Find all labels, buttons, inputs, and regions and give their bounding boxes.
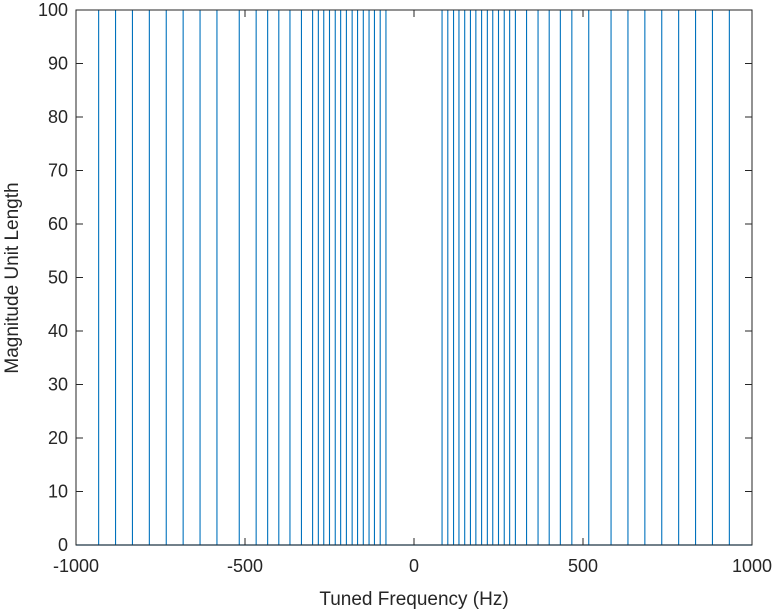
y-tick-label: 20 (48, 428, 68, 448)
x-tick-label: -500 (227, 556, 263, 576)
ticks-layer: -1000 -500 0 500 1000 0 10 20 30 40 50 60 70 80 90 100 (38, 0, 772, 576)
x-tick-label: -1000 (53, 556, 99, 576)
y-axis-label: Magnitude Unit Length (2, 182, 23, 373)
stems-layer (76, 10, 752, 546)
x-tick-label: 1000 (732, 556, 772, 576)
y-tick-label: 100 (38, 0, 68, 20)
y-tick-label: 30 (48, 375, 68, 395)
x-tick-label: 500 (568, 556, 598, 576)
y-tick-label: 10 (48, 482, 68, 502)
y-tick-label: 80 (48, 107, 68, 127)
x-axis-label: Tuned Frequency (Hz) (319, 589, 508, 610)
y-tick-label: 70 (48, 161, 68, 181)
y-tick-label: 0 (58, 535, 68, 555)
axes-layer (75, 9, 753, 546)
axes-box (75, 9, 753, 546)
y-tick-label: 50 (48, 268, 68, 288)
y-tick-label: 60 (48, 214, 68, 234)
y-tick-label: 90 (48, 54, 68, 74)
x-tick-label: 0 (409, 556, 419, 576)
y-tick-label: 40 (48, 321, 68, 341)
